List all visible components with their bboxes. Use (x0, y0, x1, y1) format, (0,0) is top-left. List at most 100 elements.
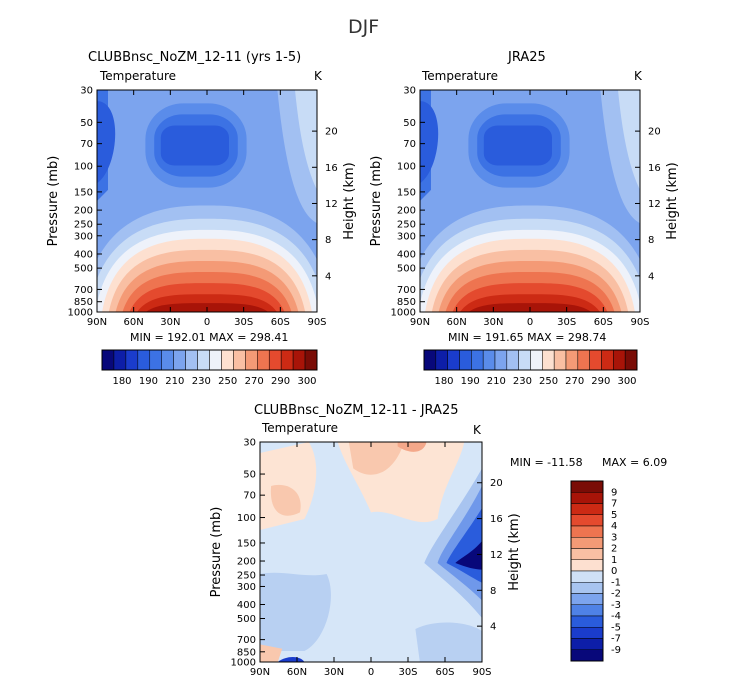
panel1-colorbar-box (257, 349, 270, 371)
panel3-colorbar-box (570, 593, 604, 605)
panel1-ylabel: Pressure (mb) (46, 156, 61, 247)
panel2-colorbar-label: 180 (434, 376, 453, 387)
panel1-colorbar-label: 210 (165, 376, 184, 387)
panel2-colorbar-box (613, 349, 626, 371)
panel2-xtick-label: 30S (557, 317, 576, 328)
panel1-ytick-label: 300 (74, 231, 93, 242)
panel1-y2tick-label: 8 (325, 235, 331, 246)
panel2-colorbar-box (494, 349, 508, 371)
panel1-colorbar-box (268, 349, 282, 371)
panel2-ylabel: Pressure (mb) (369, 156, 384, 247)
panel3-colorbar-box (570, 627, 604, 639)
panel2-xtick-label: 60N (447, 317, 467, 328)
panel1-colorbar-box (173, 349, 186, 371)
panel2-colorbar-label: 290 (591, 376, 610, 387)
panel1-colorbar-box (304, 349, 318, 371)
panel2-y2tick-label: 4 (648, 271, 654, 282)
panel1-variable-label: Temperature (100, 69, 177, 83)
panel2-colorbar-label: 250 (539, 376, 558, 387)
panel2-colorbar-box (423, 349, 437, 371)
panel3-ytick-label: 700 (237, 635, 256, 646)
panel2-colorbar-label: 210 (487, 376, 506, 387)
panel1-xtick-label: 30S (234, 317, 253, 328)
panel2-colorbar-box (518, 349, 531, 371)
panel1-ytick-label: 250 (74, 220, 93, 231)
panel1-colorbar-box (209, 349, 222, 371)
panel3-ytick-label: 250 (237, 571, 256, 582)
panel2-xtick-label: 0 (527, 317, 533, 328)
panel2-colorbar-box (589, 349, 602, 371)
panel3-colorbar-label: 7 (611, 499, 617, 510)
panel2-colorbar-box (447, 349, 460, 371)
panel1-ytick-label: 850 (74, 297, 93, 308)
panel3-band (270, 484, 301, 516)
panel3-y2tick-label: 8 (490, 586, 496, 597)
panel3-variable-label: Temperature (262, 421, 339, 435)
panel1-xtick-label: 90N (87, 317, 107, 328)
panel3-ylabel: Pressure (mb) (209, 507, 224, 598)
panel2-colorbar-box (577, 349, 590, 371)
panel3-chart: 90N 60N 30N 0 30S 60S 90S305070100150200250300… (209, 438, 621, 679)
panel1-colorbar-box (101, 349, 115, 371)
panel2-ylabel-right: Height (km) (665, 162, 680, 239)
panel1-title: CLUBBnsc_NoZM_12-11 (yrs 1-5) (88, 50, 302, 65)
figure-title: DJF (348, 16, 380, 38)
panel3-field (260, 442, 482, 662)
panel1-colorbar-label: 300 (297, 376, 316, 387)
panel3-colorbar-box (570, 570, 604, 583)
panel3-colorbar-box (570, 525, 604, 538)
panel2-ytick-label: 300 (397, 231, 416, 242)
panel3-y2tick-label: 4 (490, 622, 496, 633)
panel2-band (483, 125, 552, 166)
panel2-colorbar-label: 230 (513, 376, 532, 387)
panel3-ylabel-right: Height (km) (507, 513, 522, 590)
panel1-colorbar-frame (101, 349, 318, 371)
panel3-stats-max: MAX = 6.09 (602, 456, 668, 469)
panel2-colorbar-label: 300 (617, 376, 636, 387)
panel3-y2tick-label: 16 (490, 514, 503, 525)
panel3-xtick-label: 30N (324, 667, 344, 678)
panel1-colorbar-box (185, 349, 198, 371)
panel2-variable-label: Temperature (422, 69, 499, 83)
panel3-colorbar-label: 2 (611, 544, 617, 555)
panel3-y2tick-label: 12 (490, 550, 503, 561)
panel1-chart: 90N 60N 30N 0 30S 60S 90S305070100150200250300… (46, 86, 357, 388)
panel3-colorbar-label: 9 (611, 487, 617, 498)
panel1-y2tick-label: 16 (325, 163, 338, 174)
panel1-colorbar-box (280, 349, 294, 371)
panel3-colorbar-label: 4 (611, 521, 617, 532)
panel2-colorbar-box (553, 349, 567, 371)
panel2-xtick-label: 60S (594, 317, 613, 328)
panel2-units-label: K (634, 69, 642, 83)
panel3-colorbar-box (570, 548, 604, 560)
panel1-colorbar-box (245, 349, 258, 371)
panel2-colorbar-box (542, 349, 555, 371)
panel2-colorbar-box (601, 349, 614, 371)
panel1-colorbar-label: 270 (245, 376, 264, 387)
panel1-y2tick-label: 20 (325, 127, 338, 138)
panel3-ytick-label: 100 (237, 513, 256, 524)
panel2-y2tick-label: 16 (648, 163, 661, 174)
panel2-colorbar-box (530, 349, 543, 371)
panel2-colorbar-label: 190 (461, 376, 480, 387)
panel3-colorbar-label: 0 (611, 566, 617, 577)
panel1-xtick-label: 90S (307, 317, 326, 328)
panel2-y2tick-label: 8 (648, 235, 654, 246)
panel2-colorbar-box (624, 349, 638, 371)
panel3-band (260, 442, 317, 530)
panel1-stats: MIN = 192.01 MAX = 298.41 (130, 331, 289, 344)
panel1-ytick-label: 1000 (68, 308, 93, 319)
panel3-xtick-label: 60N (287, 667, 307, 678)
panel2-ytick-label: 70 (403, 139, 416, 150)
panel1-ytick-label: 70 (80, 139, 93, 150)
panel3-xtick-label: 90S (472, 667, 491, 678)
panel1-colorbar-box (113, 349, 127, 371)
panel3-xtick-label: 60S (435, 667, 454, 678)
panel3-ytick-label: 30 (243, 438, 256, 449)
panel3-band (348, 442, 405, 475)
panel1-field (97, 90, 317, 312)
panel1-xtick-label: 30N (160, 317, 180, 328)
panel3-colorbar-label: -4 (611, 611, 621, 622)
panel1-colorbar-label: 190 (139, 376, 158, 387)
